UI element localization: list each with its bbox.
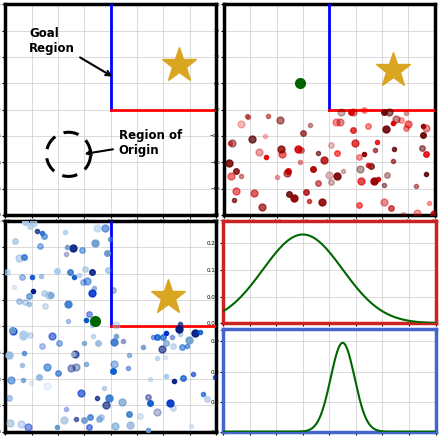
Text: Goal
Region: Goal Region <box>29 27 110 75</box>
Text: Region of
Origin: Region of Origin <box>87 129 182 157</box>
